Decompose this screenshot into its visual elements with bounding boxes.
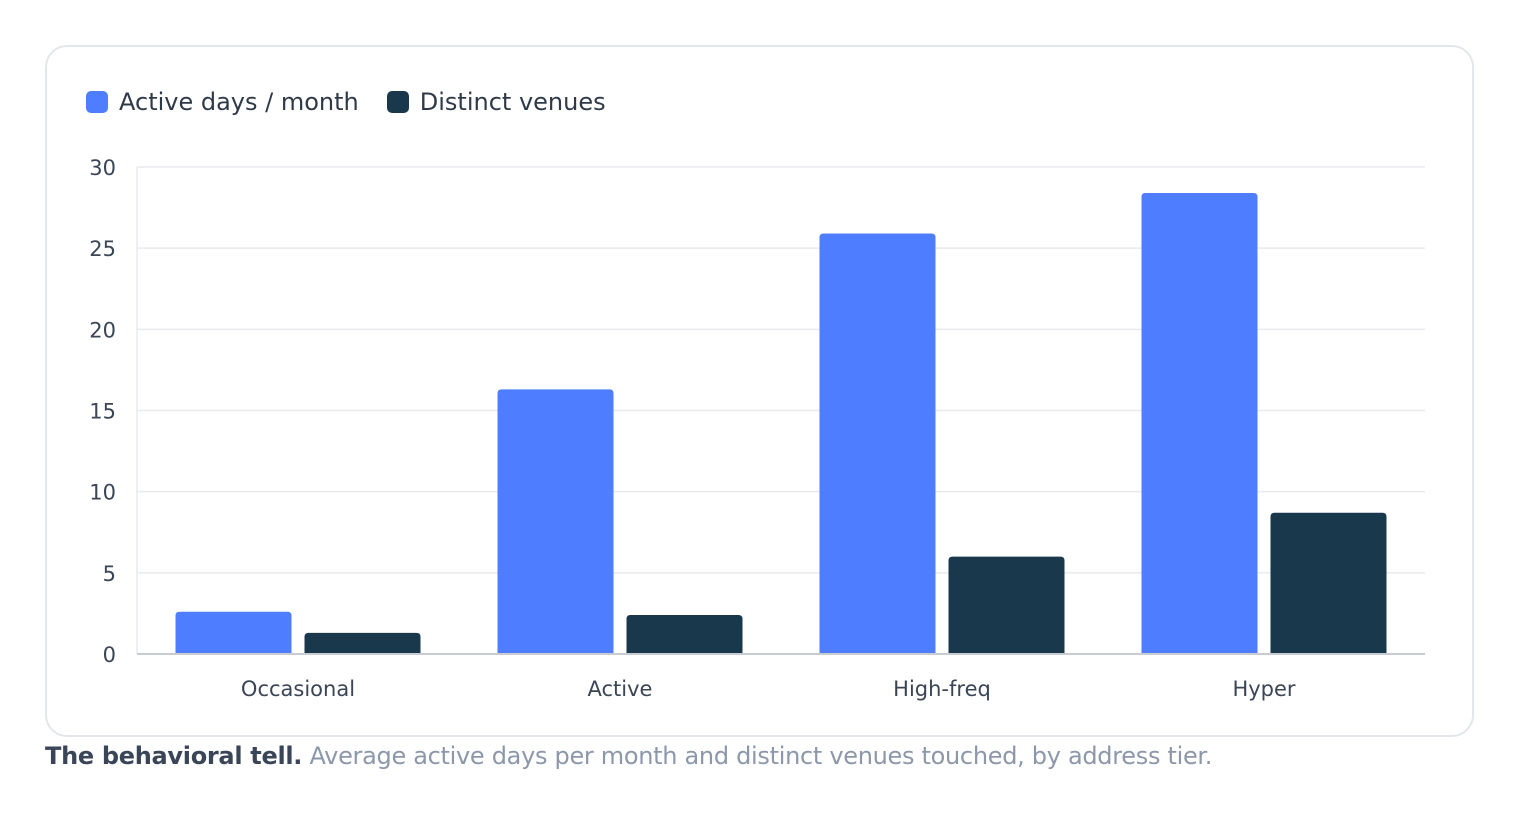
caption-text: Average active days per month and distin… (309, 742, 1213, 770)
caption-title: The behavioral tell. (45, 742, 303, 770)
y-tick-label: 25 (89, 237, 116, 261)
legend-item-active-days[interactable]: Active days / month (86, 88, 359, 116)
bar-active-days (819, 233, 936, 654)
bar-distinct-venues (948, 556, 1065, 654)
x-tick-label: Active (588, 677, 653, 701)
legend-swatch-distinct-venues (386, 91, 409, 113)
legend-swatch-active-days (86, 91, 108, 113)
bar-distinct-venues (304, 632, 421, 654)
y-tick-label: 0 (103, 643, 116, 667)
bar-active-days (1141, 192, 1258, 654)
y-tick-label: 30 (89, 156, 116, 180)
x-tick-label: Hyper (1232, 677, 1295, 701)
bar-active-days (175, 611, 292, 654)
y-tick-label: 15 (89, 400, 116, 424)
legend-label-distinct-venues: Distinct venues (419, 88, 606, 116)
y-tick-label: 5 (103, 562, 116, 586)
x-tick-label: High-freq (893, 677, 991, 701)
bar-active-days (497, 389, 614, 654)
legend-label-active-days: Active days / month (119, 88, 359, 116)
y-tick-label: 10 (89, 481, 116, 505)
bar-distinct-venues (626, 615, 743, 654)
chart-legend: Active days / month Distinct venues (86, 88, 634, 116)
bar-distinct-venues (1270, 512, 1387, 654)
y-tick-label: 20 (89, 318, 116, 342)
figure-caption: The behavioral tell. Average active days… (45, 742, 1212, 770)
x-tick-label: Occasional (241, 677, 355, 701)
legend-item-distinct-venues[interactable]: Distinct venues (386, 88, 606, 116)
